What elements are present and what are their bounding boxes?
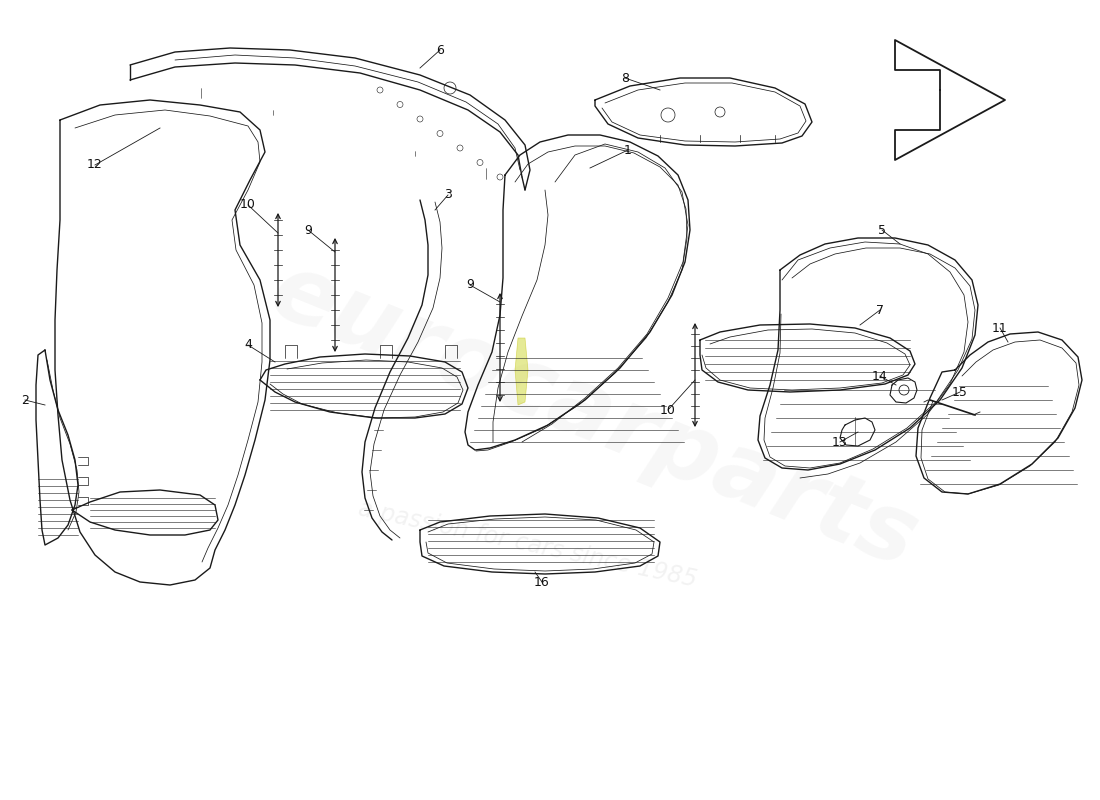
Text: 14: 14 xyxy=(872,370,888,382)
Text: 9: 9 xyxy=(304,223,312,237)
Text: 12: 12 xyxy=(87,158,103,171)
Text: 1: 1 xyxy=(624,143,631,157)
Text: 8: 8 xyxy=(621,71,629,85)
Text: 11: 11 xyxy=(992,322,1008,334)
Text: 16: 16 xyxy=(535,575,550,589)
Polygon shape xyxy=(515,338,528,405)
Text: 3: 3 xyxy=(444,189,452,202)
Text: 5: 5 xyxy=(878,223,886,237)
Text: 2: 2 xyxy=(21,394,29,406)
Text: 13: 13 xyxy=(832,435,848,449)
Text: 15: 15 xyxy=(953,386,968,398)
Text: 7: 7 xyxy=(876,303,884,317)
Text: 6: 6 xyxy=(436,43,444,57)
Text: a passion for cars since 1985: a passion for cars since 1985 xyxy=(356,496,700,592)
Text: 10: 10 xyxy=(660,403,675,417)
Text: 10: 10 xyxy=(240,198,256,211)
Text: 4: 4 xyxy=(244,338,252,351)
Text: eurocarparts: eurocarparts xyxy=(257,244,931,588)
Text: 9: 9 xyxy=(466,278,474,291)
